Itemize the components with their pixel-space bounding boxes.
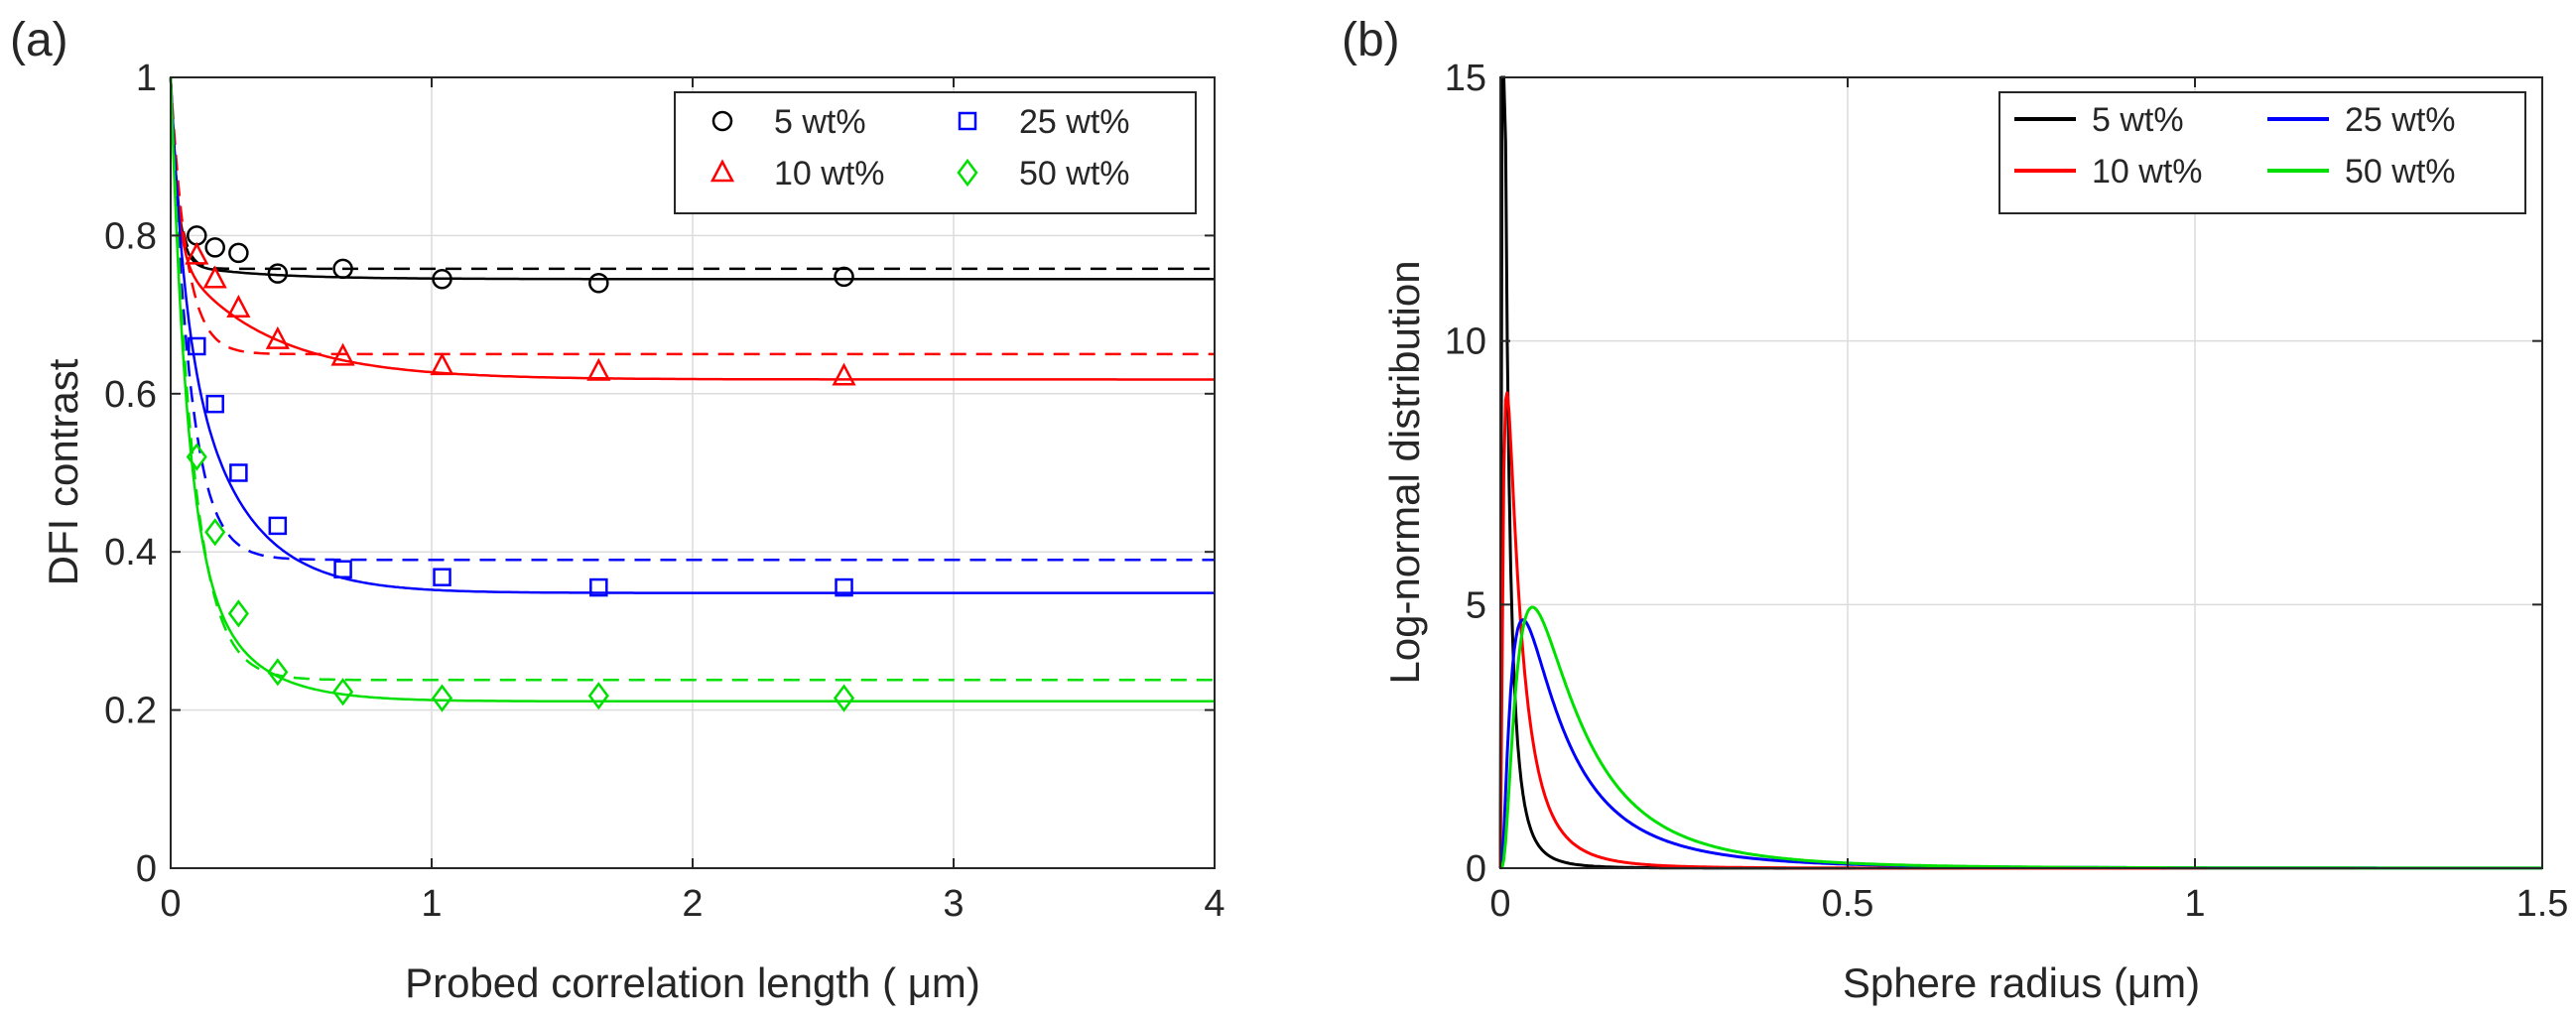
data-point: [227, 599, 249, 628]
data-point: [226, 295, 251, 318]
panel-a-legend: 5 wt% 10 wt% 25 wt% 50 wt%: [674, 91, 1197, 214]
panel-a-xtick-label: 1: [421, 883, 442, 925]
legend-entry-label: 5 wt%: [2092, 101, 2184, 139]
panel-b-ticks: 0 0.5 1 1.5 0 5 10 15: [1445, 58, 2569, 925]
panel-b: (b) 0 0.5 1 1.5 0 5 10 15 Sphere radius (μm) Lo…: [1342, 14, 2568, 1006]
data-point: [265, 325, 290, 349]
data-point: [332, 678, 354, 706]
panel-b-xlabel: Sphere radius (μm): [1843, 959, 2200, 1006]
panel-b-label: (b): [1342, 14, 1400, 66]
panel-a-xtick-label: 3: [943, 883, 964, 925]
data-point: [431, 684, 453, 712]
data-point: [204, 518, 226, 547]
panel-b-xtick-label: 0.5: [1822, 883, 1874, 925]
data-point: [433, 568, 451, 586]
data-point: [588, 272, 609, 294]
legend-marker: [957, 158, 978, 188]
panel-a-xlabel: Probed correlation length ( μm): [405, 959, 980, 1006]
data-point: [267, 263, 289, 284]
legend-entry-label: 5 wt%: [774, 103, 866, 141]
panel-b-xtick-label: 1.5: [2516, 883, 2569, 925]
data-point: [834, 266, 854, 288]
data-point: [587, 682, 609, 710]
data-point: [228, 242, 249, 264]
panel-a-xtick-label: 0: [160, 883, 181, 925]
fit-solid-line: [169, 76, 1215, 381]
data-point: [832, 362, 856, 386]
legend-marker: [711, 110, 733, 132]
data-point: [204, 237, 225, 258]
panel-a-ytick-label: 0.8: [104, 215, 157, 257]
data-point: [186, 443, 207, 471]
data-point: [267, 658, 289, 687]
panel-a: (a) 0 1 2 3 4 0 0.2 0.4 0.6 0.8 1 Probed correlati…: [10, 14, 1225, 1006]
panel-a-ytick-label: 0: [136, 848, 157, 890]
data-point: [205, 394, 224, 414]
data-point: [589, 577, 608, 597]
legend-entry-label: 10 wt%: [2092, 153, 2203, 191]
data-point: [268, 516, 288, 536]
legend-entry-label: 25 wt%: [1019, 103, 1130, 141]
distribution-curve: [1498, 618, 2542, 870]
data-point: [188, 336, 206, 356]
legend-entry-label: 10 wt%: [774, 155, 885, 192]
panel-a-ytick-label: 0.4: [104, 532, 157, 574]
data-point: [586, 357, 611, 381]
panel-a-ytick-label: 0.2: [104, 691, 157, 732]
fit-solid-line: [169, 76, 1215, 703]
panel-a-label: (a): [10, 14, 68, 66]
panel-a-ytick-label: 1: [136, 58, 157, 99]
data-point: [430, 352, 454, 376]
data-point: [330, 342, 355, 366]
legend-entry-label: 50 wt%: [2345, 153, 2456, 191]
panel-b-ylabel: Log-normal distribution: [1381, 260, 1428, 684]
panel-b-ytick-label: 15: [1445, 58, 1486, 99]
data-point: [432, 268, 452, 290]
panel-b-ytick-label: 5: [1466, 584, 1486, 626]
legend-marker: [958, 111, 977, 131]
data-point: [229, 463, 248, 482]
panel-a-ytick-label: 0.6: [104, 374, 157, 416]
panel-a-ylabel: DFI contrast: [40, 358, 86, 585]
data-point: [185, 241, 209, 265]
legend-entry-label: 25 wt%: [2345, 101, 2456, 139]
fit-solid-line: [169, 78, 1215, 594]
fit-dashed-line: [169, 76, 1215, 682]
data-point: [333, 560, 352, 578]
panel-a-ticks: 0 1 2 3 4 0 0.2 0.4 0.6 0.8 1: [104, 58, 1224, 925]
panel-a-xtick-label: 4: [1204, 883, 1224, 925]
legend-marker: [709, 159, 735, 183]
panel-b-ytick-label: 0: [1466, 848, 1486, 890]
fit-dashed-line: [169, 76, 1215, 562]
distribution-curve: [1498, 391, 2542, 870]
panel-b-legend: 5 wt% 10 wt% 25 wt% 50 wt%: [1998, 91, 2526, 214]
panel-b-xtick-label: 0: [1489, 883, 1510, 925]
panel-a-fit-curves: [169, 76, 1215, 703]
panel-a-data-markers: [185, 225, 856, 712]
panel-b-ytick-label: 10: [1445, 321, 1486, 363]
panel-b-xtick-label: 1: [2184, 883, 2205, 925]
fit-dashed-line: [169, 76, 1215, 271]
data-point: [833, 684, 855, 712]
fit-dashed-line: [169, 76, 1215, 356]
legend-entry-label: 50 wt%: [1019, 155, 1130, 192]
data-point: [332, 258, 353, 280]
data-point: [835, 577, 853, 597]
distribution-curve: [1499, 605, 2542, 870]
panel-a-xtick-label: 2: [682, 883, 703, 925]
panel-b-axes-box: [1499, 76, 2543, 869]
data-point: [202, 265, 227, 289]
